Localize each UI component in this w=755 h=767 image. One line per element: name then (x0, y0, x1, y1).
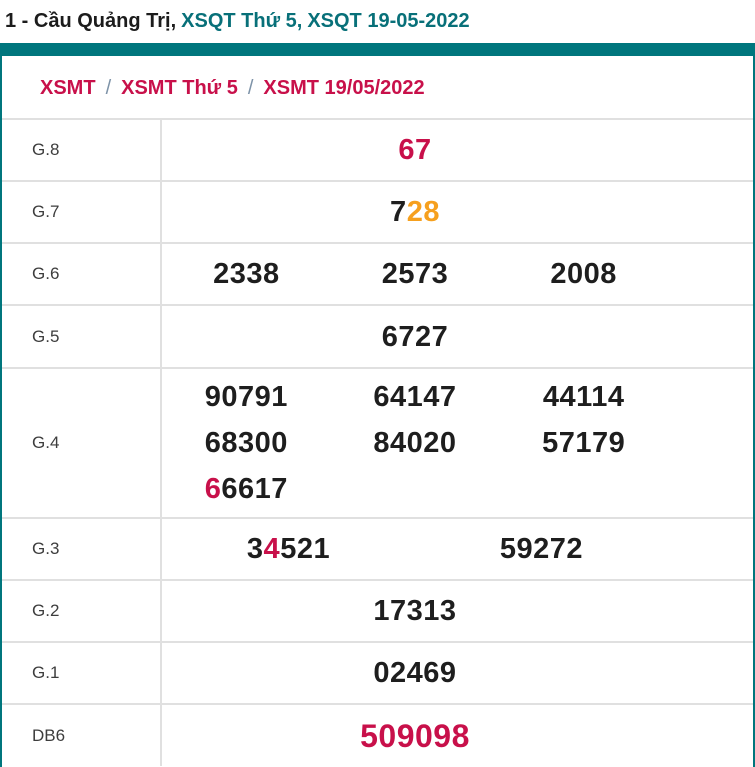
content-panel: XSMT / XSMT Thứ 5/XSMT 19/05/2022 G.8 67 G… (0, 56, 755, 767)
empty-cell (499, 466, 668, 512)
table-row-g4: G.4 90791 64147 44114 68300 84020 57179 … (2, 367, 753, 517)
prize-value-g4-6: 57179 (542, 427, 626, 459)
prize-value-g7: 728 (162, 189, 668, 235)
prize-value-g6-1: 2338 (213, 258, 280, 290)
prize-value-g1: 02469 (373, 657, 457, 689)
row-label: G.8 (2, 120, 162, 180)
highlighted-digits: 28 (406, 196, 440, 228)
prize-value-g3-2: 59272 (499, 533, 584, 565)
digit-segment: 521 (280, 533, 331, 565)
title-prefix: 1 - Cầu Quảng Trị, (5, 10, 177, 32)
title-link-date[interactable]: XSQT 19-05-2022 (307, 10, 470, 32)
table-row-g2: G.2 17313 (2, 579, 753, 641)
breadcrumb-separator: / (105, 77, 112, 99)
digit-segment: 6617 (221, 473, 288, 505)
page-title: 1 - Cầu Quảng Trị, XSQT Thứ 5, XSQT 19-05-… (0, 0, 755, 43)
results-table: G.8 67 G.7 728 G.6 2338 2573 2008 G.5 (2, 118, 753, 766)
table-row-g3: G.3 34521 59272 (2, 517, 753, 579)
prize-value-g2: 17313 (373, 595, 457, 627)
table-row-g6: G.6 2338 2573 2008 (2, 242, 753, 304)
table-row-g7: G.7 728 (2, 180, 753, 242)
row-label: G.2 (2, 581, 162, 641)
prize-value-g6-2: 2573 (381, 258, 449, 290)
digit-segment: 3 (246, 533, 264, 565)
prize-value-db6: 509098 (360, 717, 470, 754)
row-label: DB6 (2, 705, 162, 766)
title-link-day[interactable]: XSQT Thứ 5, (181, 10, 303, 32)
table-row-db6: DB6 509098 (2, 703, 753, 766)
table-row-g5: G.5 6727 (2, 304, 753, 367)
breadcrumb: XSMT / XSMT Thứ 5 / XSMT 19/05/2022 (2, 56, 753, 118)
highlighted-digit: 6 (204, 473, 222, 505)
teal-divider-bar (0, 43, 755, 56)
prize-value-g4-3: 44114 (542, 381, 625, 413)
row-label: G.7 (2, 182, 162, 242)
prize-value-g4-2: 64147 (373, 381, 457, 413)
prize-value-g3-1: 34521 (162, 526, 415, 572)
prize-value-g8: 67 (398, 134, 432, 166)
breadcrumb-item-xsmt[interactable]: XSMT (40, 77, 96, 99)
row-label: G.6 (2, 244, 162, 304)
prize-value-g4-5: 84020 (373, 427, 457, 459)
prize-value-g4-7: 66617 (162, 466, 331, 512)
row-label: G.4 (2, 369, 162, 517)
row-label: G.3 (2, 519, 162, 579)
prize-value-g5: 6727 (381, 320, 449, 353)
prize-value-g4-1: 90791 (204, 381, 288, 413)
breadcrumb-item-xsmt-date[interactable]: XSMT 19/05/2022 (263, 77, 425, 99)
prize-value-g4-4: 68300 (204, 427, 288, 459)
breadcrumb-item-xsmt-thu5[interactable]: XSMT Thứ 5 (121, 77, 238, 99)
empty-cell (331, 466, 500, 512)
table-row-g8: G.8 67 (2, 118, 753, 180)
highlighted-digit: 4 (263, 533, 281, 565)
prize-value-g6-3: 2008 (550, 258, 617, 290)
row-label: G.1 (2, 643, 162, 703)
row-label: G.5 (2, 306, 162, 367)
digit-segment: 7 (390, 196, 407, 228)
table-row-g1: G.1 02469 (2, 641, 753, 703)
breadcrumb-separator: / (247, 77, 254, 99)
